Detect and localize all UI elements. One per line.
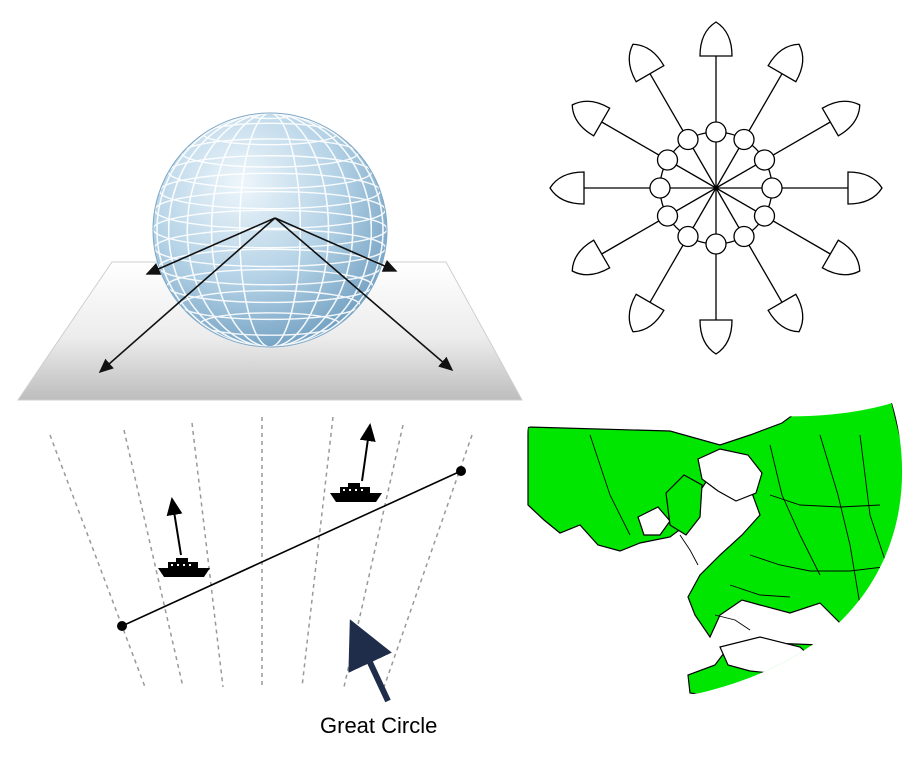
polar-conic-map: [520, 375, 914, 761]
ship-icon: [158, 558, 210, 577]
indicatrix-ellipse-icon: [628, 293, 665, 333]
indicatrix-ellipse-icon: [628, 43, 665, 83]
indicatrix-ellipse-icon: [753, 205, 776, 227]
indicatrix-ellipse-icon: [677, 225, 699, 248]
indicatrix-ellipse-icon: [821, 239, 861, 276]
globe-projection-diagram: [0, 0, 530, 410]
projection-rays: [98, 217, 454, 374]
indicatrix-ellipse-icon: [767, 43, 804, 83]
arrow-icon: [359, 423, 376, 482]
indicatrix-ellipse-icon: [699, 319, 733, 355]
route-line: [117, 466, 466, 631]
indicatrix-ellipse-icon: [761, 177, 783, 199]
ship-icon: [330, 483, 382, 502]
globe: [152, 112, 388, 348]
great-circle-pointer-arrow: [348, 619, 392, 703]
indicatrix-ellipse-icon: [549, 171, 585, 205]
indicatrix-ellipse-icon: [705, 233, 727, 255]
route-end-point: [456, 466, 466, 476]
indicatrix-ellipse-icon: [821, 100, 861, 137]
indicatrix-ellipse-icon: [767, 293, 804, 333]
distortion-indicatrix-diagram: [530, 0, 914, 380]
indicatrix-ellipse-icon: [753, 149, 776, 171]
route-start-point: [117, 621, 127, 631]
greenland: [665, 474, 703, 536]
land-masses: [527, 403, 903, 696]
arctic-ocean: [697, 448, 763, 502]
country-borders: [589, 434, 901, 631]
indicatrix-ellipse-icon: [656, 205, 679, 227]
indicatrix-ellipse-icon: [656, 149, 679, 171]
indicatrix-ellipse-icon: [649, 177, 671, 199]
indicatrix-ellipse-icon: [571, 239, 611, 276]
indicatrix-ellipse-icon: [699, 21, 733, 57]
hudson-bay: [637, 506, 671, 536]
arrow-icon: [166, 497, 183, 556]
indicatrix-ellipse-icon: [733, 128, 755, 151]
indicatrix-ellipse-icon: [571, 100, 611, 137]
indicatrix-ellipse-icon: [705, 121, 727, 143]
indicatrix-ellipse-icon: [677, 128, 699, 151]
great-circle-route-diagram: Great Circle: [0, 405, 520, 761]
indicatrix-ellipse-icon: [847, 171, 883, 205]
meridian-lines: [49, 416, 473, 688]
great-circle-caption: Great Circle: [320, 713, 438, 738]
indicatrix-ellipse-icon: [733, 225, 755, 248]
